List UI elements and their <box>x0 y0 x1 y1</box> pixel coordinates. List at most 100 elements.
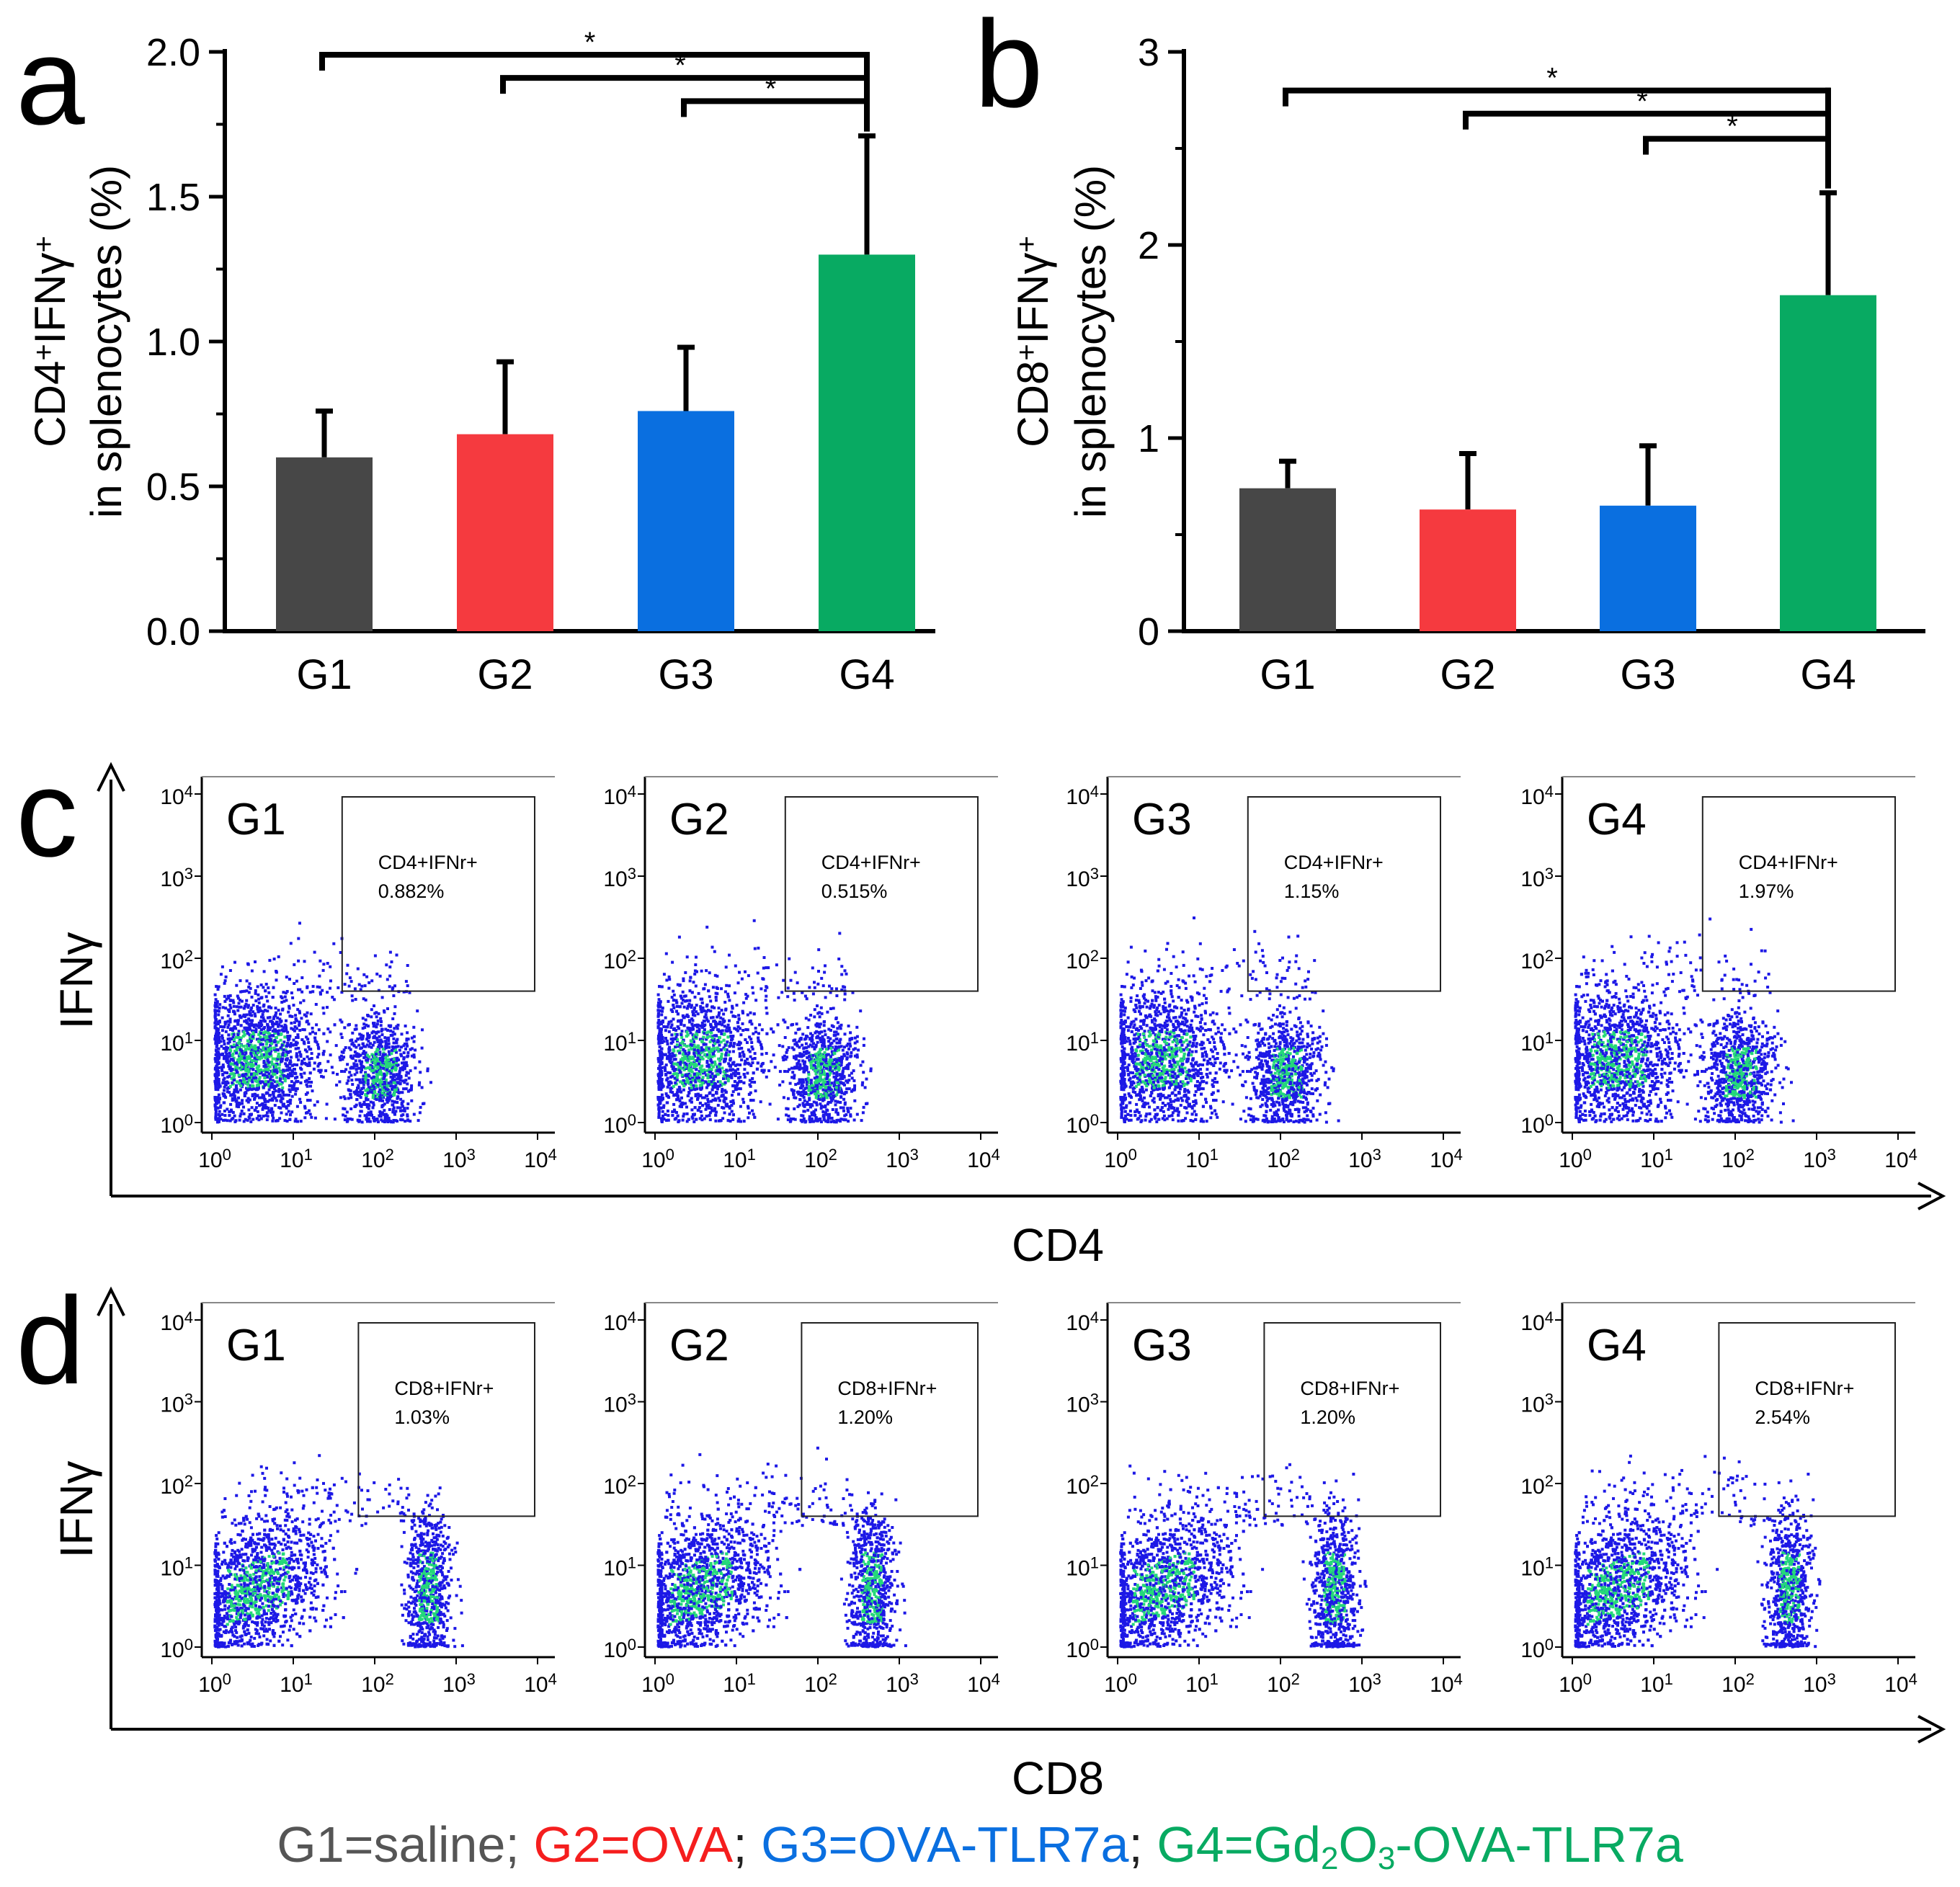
event-dot <box>257 1010 260 1013</box>
event-dot <box>344 1097 347 1100</box>
event-dot <box>257 1052 259 1055</box>
event-dot <box>223 1043 226 1045</box>
event-dot <box>241 1052 244 1055</box>
y-tick-label: 0.5 <box>146 465 200 509</box>
event-dot <box>285 1094 288 1097</box>
event-dot <box>286 1120 289 1123</box>
event-dot <box>246 1032 249 1035</box>
event-dot <box>242 1080 245 1083</box>
event-dot <box>347 1097 350 1099</box>
significance-bracket <box>1646 139 1830 155</box>
bar-g1 <box>1239 489 1336 631</box>
event-dot <box>221 1053 224 1056</box>
event-dot <box>383 1011 386 1014</box>
event-dot <box>285 1112 288 1115</box>
event-dot <box>244 1059 247 1062</box>
event-dot <box>421 1086 424 1089</box>
event-dot <box>233 1062 236 1065</box>
event-dot <box>233 1079 236 1081</box>
significance-bracket <box>503 78 869 94</box>
event-dot <box>298 1050 301 1053</box>
event-dot <box>276 1080 279 1083</box>
event-dot <box>427 1068 429 1071</box>
event-dot <box>393 1058 396 1061</box>
event-dot <box>279 1021 282 1024</box>
event-dot <box>223 1077 226 1080</box>
event-dot <box>277 1053 280 1056</box>
event-dot <box>247 1097 250 1100</box>
significance-star: * <box>584 27 596 58</box>
event-dot <box>218 1041 220 1044</box>
event-dot <box>309 1085 312 1088</box>
event-dot <box>244 1048 247 1051</box>
event-dot <box>347 1024 349 1027</box>
event-dot <box>257 1007 259 1010</box>
event-dot <box>300 1017 303 1020</box>
event-dot <box>248 1079 251 1081</box>
event-dot <box>317 1046 320 1049</box>
event-dot <box>281 1054 284 1057</box>
event-dot <box>284 996 287 999</box>
event-dot <box>344 1115 347 1118</box>
event-dot <box>308 1032 311 1035</box>
event-dot <box>290 991 293 994</box>
event-dot <box>396 1096 399 1099</box>
event-dot <box>294 1120 297 1123</box>
event-dot <box>279 1077 282 1080</box>
event-dot <box>418 1061 421 1063</box>
event-dot <box>267 1110 270 1112</box>
event-dot <box>418 1081 421 1084</box>
event-dot <box>251 1081 254 1084</box>
event-dot <box>277 1067 280 1070</box>
event-dot <box>362 1035 365 1038</box>
event-dot <box>406 1115 409 1118</box>
event-dot <box>290 1056 293 1058</box>
event-dot <box>235 1087 238 1090</box>
event-dot <box>222 1119 225 1122</box>
event-dot <box>229 1103 232 1106</box>
event-dot <box>228 1055 231 1058</box>
event-dot <box>214 994 217 996</box>
event-dot <box>246 1077 249 1080</box>
event-dot <box>263 1060 266 1063</box>
event-dot <box>250 1014 253 1017</box>
event-dot <box>300 1073 303 1076</box>
event-dot <box>238 1002 241 1005</box>
event-dot <box>230 1058 233 1061</box>
event-dot <box>410 1087 413 1090</box>
event-dot <box>322 1007 325 1009</box>
event-dot <box>262 1048 264 1050</box>
event-dot <box>262 1005 265 1008</box>
event-dot <box>373 1041 376 1044</box>
event-dot <box>218 1062 220 1065</box>
ylabel-part: IFNγ <box>26 253 74 344</box>
event-dot <box>307 1022 310 1025</box>
event-dot <box>272 986 275 989</box>
event-dot <box>221 1037 224 1040</box>
event-dot <box>390 1084 393 1087</box>
event-dot <box>254 1030 257 1033</box>
event-dot <box>284 1053 287 1056</box>
event-dot <box>238 1030 241 1032</box>
event-dot <box>251 1031 254 1034</box>
event-dot <box>376 1022 379 1025</box>
event-dot <box>300 1038 303 1041</box>
event-dot <box>286 1044 289 1047</box>
event-dot <box>233 1005 236 1008</box>
event-dot <box>245 999 248 1002</box>
event-dot <box>288 1084 291 1087</box>
event-dot <box>262 1013 264 1016</box>
event-dot <box>297 1047 300 1050</box>
event-dot <box>395 1073 398 1076</box>
event-dot <box>289 1045 292 1048</box>
event-dot <box>223 1110 226 1112</box>
event-dot <box>269 1094 272 1097</box>
event-dot <box>260 1028 263 1031</box>
event-dot <box>215 1065 218 1068</box>
event-dot <box>214 1104 217 1107</box>
event-dot <box>342 1051 345 1054</box>
event-dot <box>366 1054 369 1057</box>
event-dot <box>403 1051 406 1054</box>
event-dot <box>278 1018 281 1021</box>
event-dot <box>226 1090 229 1093</box>
